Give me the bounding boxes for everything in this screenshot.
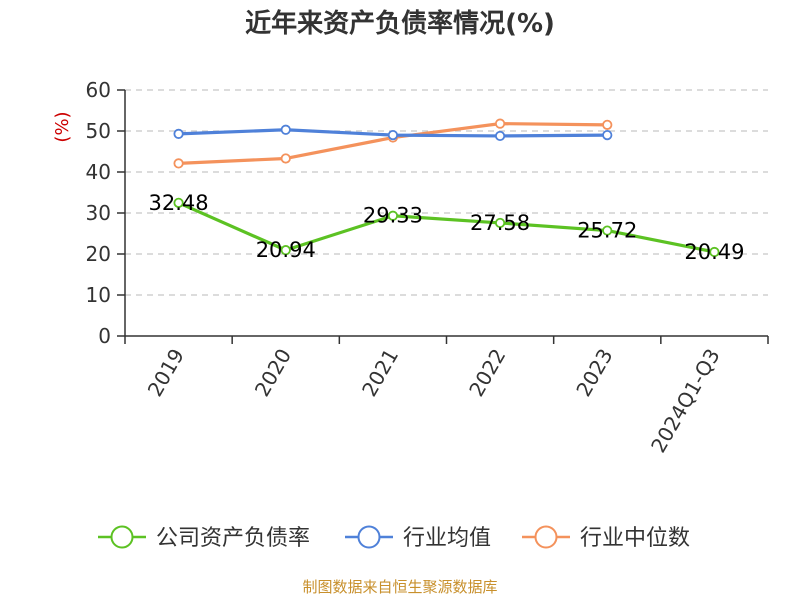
y-axis-label: (%) xyxy=(52,111,73,142)
y-tick-label: 30 xyxy=(86,201,111,225)
data-labels: 32.48 20.94 29.33 27.58 25.72 20.49 xyxy=(149,191,745,264)
source-note: 制图数据来自恒生聚源数据库 xyxy=(302,578,498,596)
data-point xyxy=(602,119,613,130)
x-tick-label: 2022 xyxy=(464,345,510,401)
legend-marker xyxy=(110,525,134,549)
data-point xyxy=(387,210,399,221)
data-point xyxy=(173,197,184,208)
data-label: 32.48 xyxy=(149,191,209,215)
data-point xyxy=(280,245,291,256)
data-point xyxy=(494,118,506,129)
y-tick-label: 60 xyxy=(86,78,111,102)
series-line xyxy=(178,122,608,165)
legend-label: 公司资产负债率 xyxy=(156,526,310,551)
legend-marker xyxy=(357,525,381,549)
legend: 公司资产负债率 行业均值 行业中位数 xyxy=(98,525,690,551)
data-label: 25.72 xyxy=(577,219,637,243)
y-tick-label: 10 xyxy=(86,283,111,307)
y-tick-labels: 0 10 20 30 40 50 60 xyxy=(86,78,111,348)
legend-marker xyxy=(534,525,558,549)
y-tick-label: 50 xyxy=(86,119,111,143)
data-point xyxy=(387,130,399,141)
data-point xyxy=(494,217,506,229)
x-tick-labels: 2019 2020 2021 2022 2023 2024Q1-Q3 xyxy=(143,345,725,457)
data-point xyxy=(602,130,613,141)
data-label: 29.33 xyxy=(363,204,423,228)
data-point xyxy=(173,128,184,139)
x-tick-label: 2021 xyxy=(357,345,403,401)
y-tick-label: 40 xyxy=(86,160,111,184)
data-label: 20.49 xyxy=(684,240,744,264)
data-label: 20.94 xyxy=(256,238,316,262)
x-tick-label: 2023 xyxy=(571,345,617,401)
series-group xyxy=(173,118,720,258)
chart-title: 近年来资产负债率情况(%) xyxy=(245,9,555,39)
x-tick-label: 2019 xyxy=(143,345,189,401)
series-line xyxy=(177,201,715,254)
data-point xyxy=(602,225,613,236)
data-point xyxy=(280,153,291,164)
data-point xyxy=(173,158,184,169)
data-label: 27.58 xyxy=(470,211,530,235)
x-tick-label: 2024Q1-Q3 xyxy=(646,345,725,457)
y-tick-label: 0 xyxy=(98,324,111,348)
legend-label: 行业中位数 xyxy=(580,526,690,551)
y-tick-label: 20 xyxy=(86,242,111,266)
data-point xyxy=(494,130,506,142)
axes xyxy=(117,89,769,344)
grid-lines xyxy=(125,89,768,296)
data-point xyxy=(280,124,291,135)
data-point xyxy=(709,246,720,258)
x-tick-label: 2020 xyxy=(250,345,296,401)
legend-label: 行业均值 xyxy=(403,526,491,551)
